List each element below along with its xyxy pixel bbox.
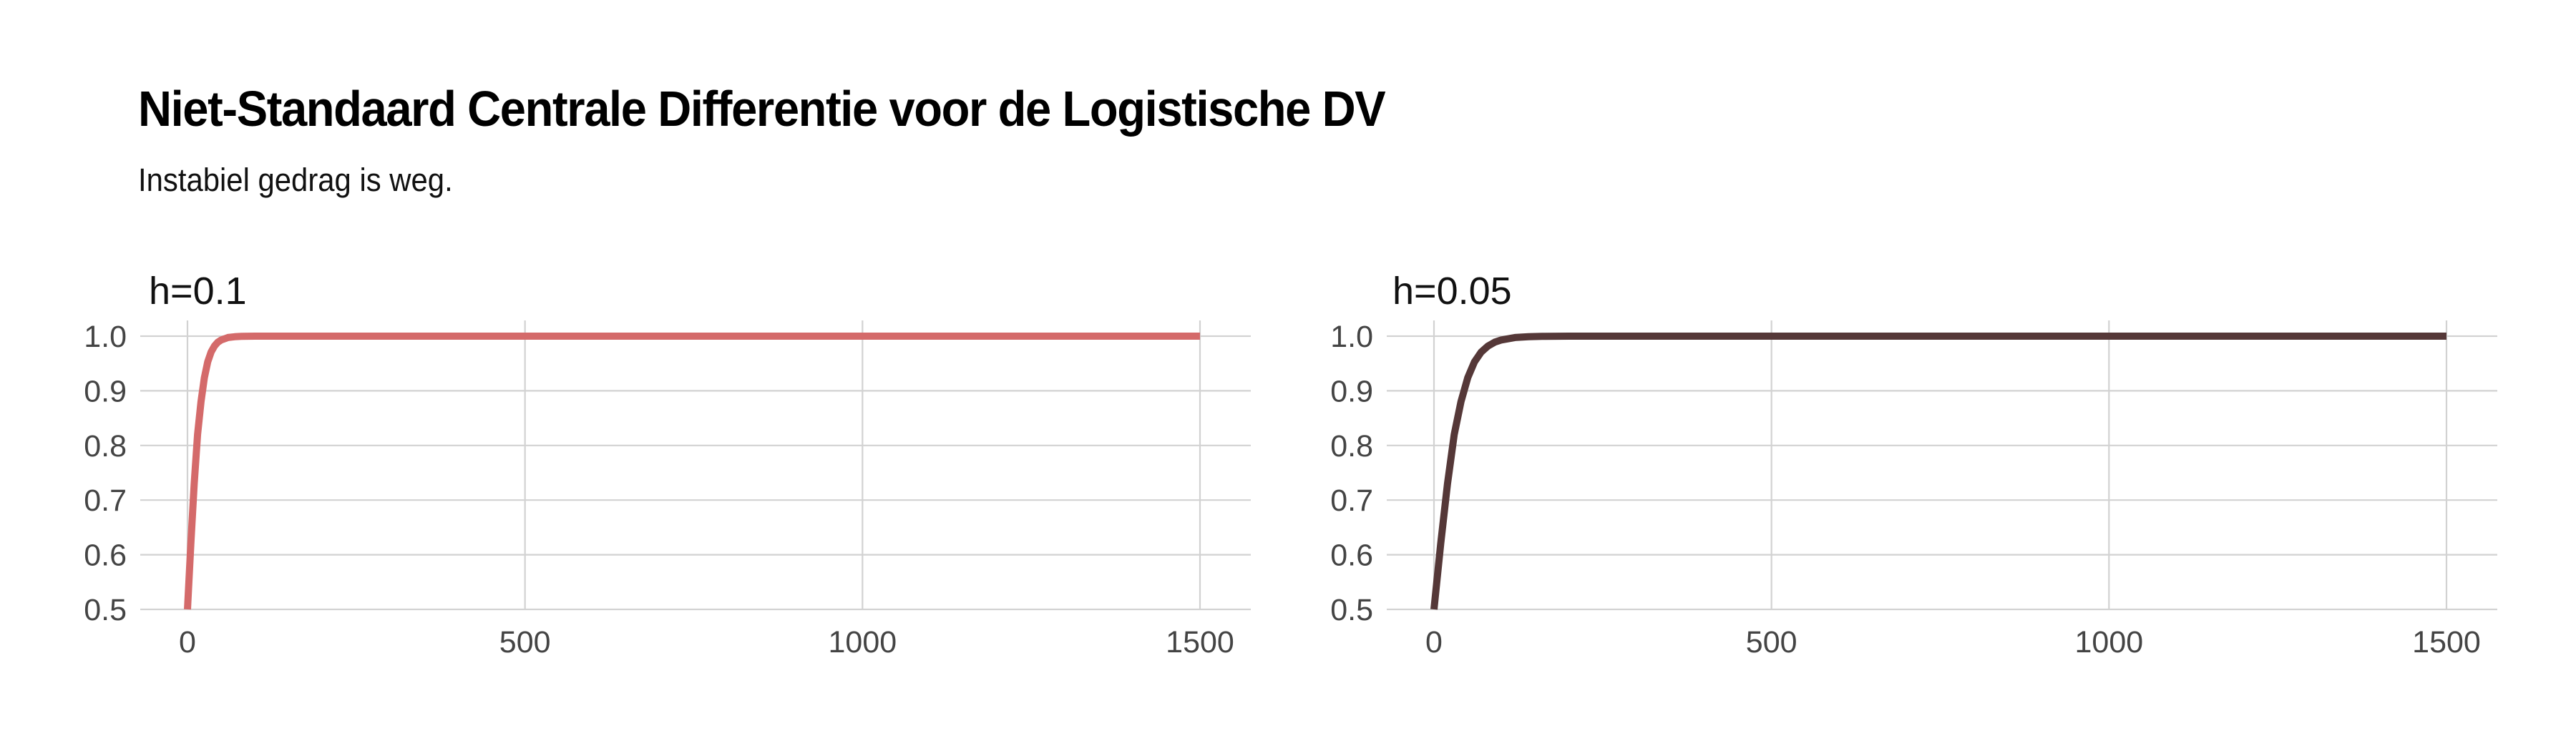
y-tick-label: 0.7 <box>1330 484 1373 518</box>
y-tick-label: 0.9 <box>1330 374 1373 408</box>
y-tick-label: 0.8 <box>84 429 127 463</box>
y-tick-label: 0.8 <box>1330 429 1373 463</box>
chart-subtitle: Instabiel gedrag is weg. <box>138 162 453 198</box>
panel-title: h=0.1 <box>149 270 247 313</box>
panel-1: h=0.1 0.5 0.6 0.7 0.8 0.9 1.0 0 500 1000 1500 <box>84 270 1251 659</box>
series-line <box>184 333 1200 610</box>
panel-2: h=0.05 0.5 0.6 0.7 0.8 0.9 1.0 0 500 1000 1500 <box>1330 270 2497 659</box>
x-tick-label: 500 <box>499 625 551 659</box>
x-tick-label: 1500 <box>2412 625 2481 659</box>
y-tick-label: 0.5 <box>1330 593 1373 627</box>
series-line <box>1430 333 2446 610</box>
x-tick-label: 1000 <box>2074 625 2143 659</box>
panel-title: h=0.05 <box>1392 270 1512 313</box>
y-tick-label: 1.0 <box>84 320 127 354</box>
x-tick-label: 0 <box>1425 625 1443 659</box>
chart-title: Niet-Standaard Centrale Differentie voor… <box>138 81 1386 137</box>
x-tick-label: 1500 <box>1166 625 1234 659</box>
y-tick-label: 0.5 <box>84 593 127 627</box>
y-tick-label: 0.7 <box>84 484 127 518</box>
x-tick-label: 1000 <box>828 625 897 659</box>
y-tick-label: 0.6 <box>84 539 127 573</box>
y-tick-label: 0.9 <box>84 374 127 408</box>
y-tick-label: 0.6 <box>1330 539 1373 573</box>
x-tick-label: 500 <box>1746 625 1797 659</box>
x-tick-label: 0 <box>179 625 196 659</box>
y-tick-label: 1.0 <box>1330 320 1373 354</box>
